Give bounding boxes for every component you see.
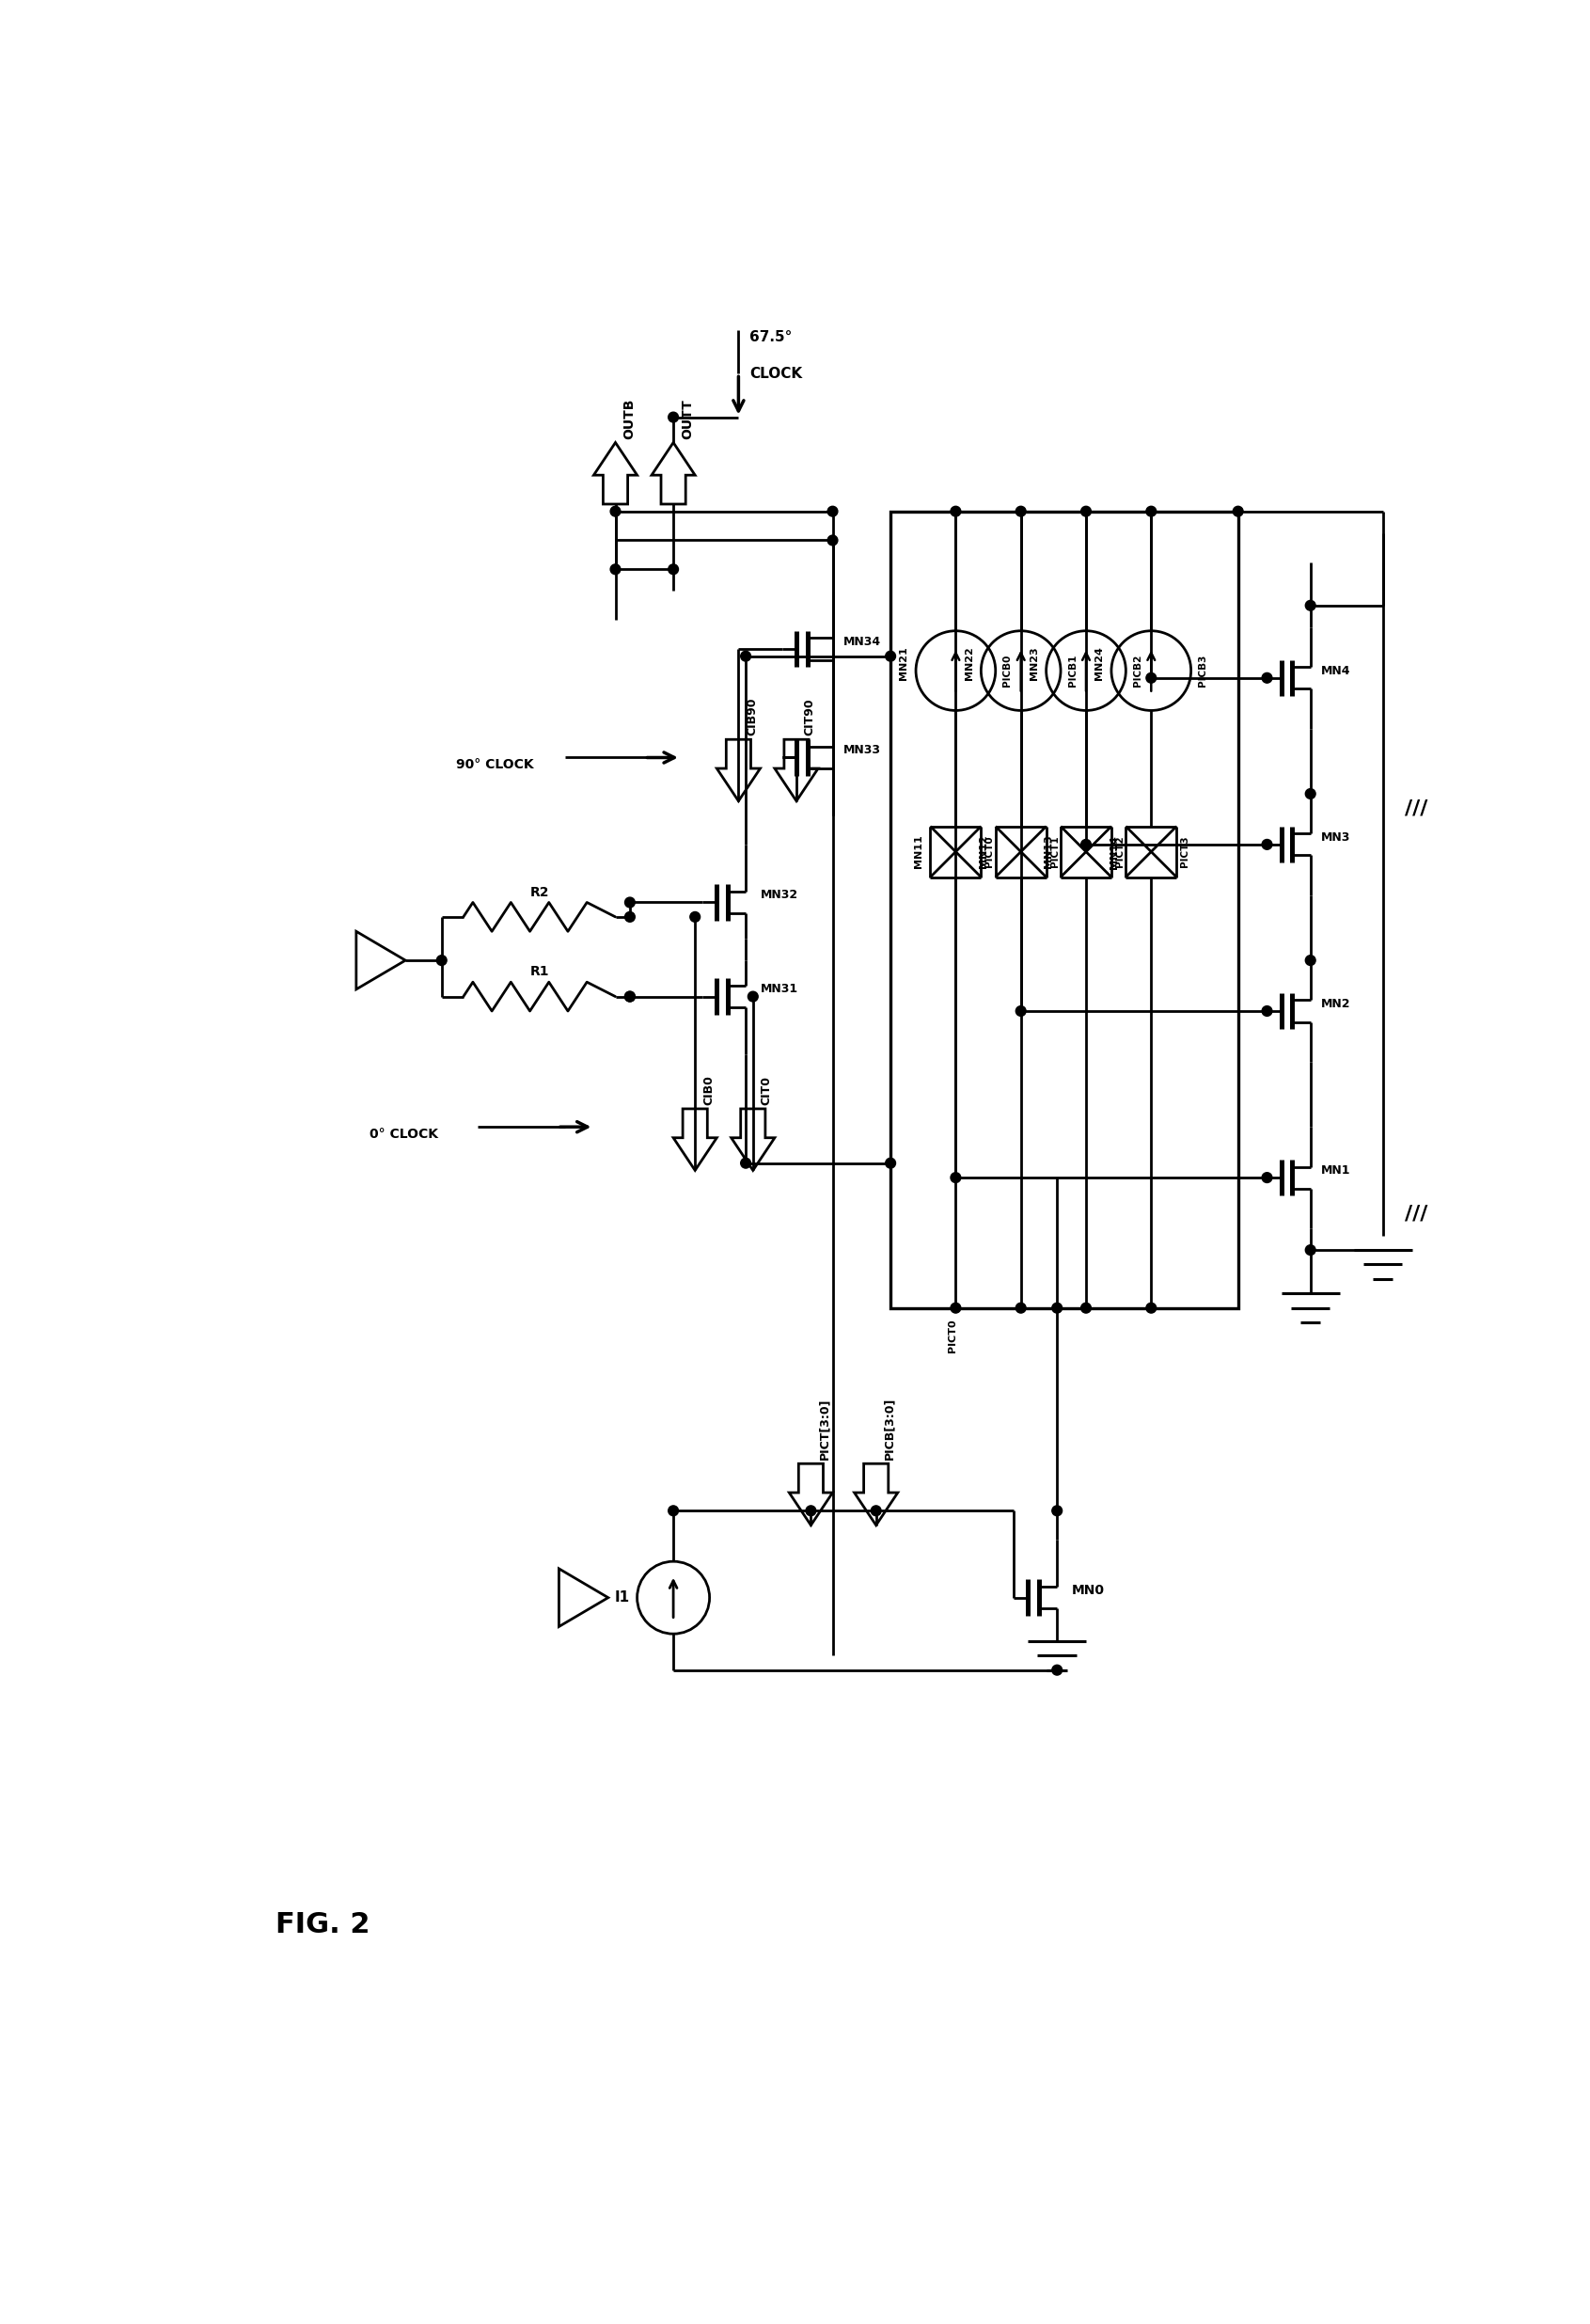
Text: MN32: MN32 [760, 890, 798, 902]
Circle shape [1053, 1304, 1062, 1313]
Circle shape [1262, 1174, 1272, 1183]
Text: MN31: MN31 [760, 983, 798, 995]
Circle shape [741, 651, 750, 662]
Circle shape [668, 411, 679, 423]
Text: MN23: MN23 [1030, 646, 1038, 681]
Circle shape [827, 507, 838, 516]
Text: MN34: MN34 [843, 634, 881, 648]
Text: FIG. 2: FIG. 2 [275, 1910, 369, 1938]
Text: MN21: MN21 [900, 646, 908, 681]
Text: I1: I1 [615, 1590, 630, 1604]
Circle shape [437, 955, 447, 964]
Circle shape [951, 1174, 960, 1183]
Circle shape [886, 1157, 895, 1169]
Circle shape [1081, 507, 1091, 516]
Text: PICT[3:0]: PICT[3:0] [819, 1399, 830, 1459]
Text: ///: /// [1404, 1204, 1428, 1222]
Circle shape [827, 535, 838, 546]
Text: CLOCK: CLOCK [749, 367, 801, 381]
Circle shape [886, 651, 895, 662]
Circle shape [1016, 507, 1026, 516]
Circle shape [1262, 839, 1272, 851]
Circle shape [1305, 788, 1315, 799]
Text: CIB90: CIB90 [746, 697, 758, 737]
Circle shape [1016, 1304, 1026, 1313]
Text: MN22: MN22 [965, 646, 973, 681]
Text: OUTB: OUTB [623, 397, 636, 439]
Text: PICB1: PICB1 [1068, 655, 1078, 688]
Circle shape [1146, 674, 1156, 683]
Text: MN0: MN0 [1072, 1585, 1105, 1597]
Circle shape [1081, 1304, 1091, 1313]
Circle shape [1053, 1664, 1062, 1676]
Circle shape [1305, 955, 1315, 964]
Circle shape [611, 507, 620, 516]
Circle shape [1053, 1506, 1062, 1515]
Circle shape [1081, 839, 1091, 851]
Text: MN11: MN11 [914, 834, 924, 869]
Circle shape [1146, 507, 1156, 516]
Circle shape [668, 1506, 679, 1515]
Text: 0° CLOCK: 0° CLOCK [369, 1127, 437, 1141]
Text: PICB0: PICB0 [1003, 655, 1013, 688]
Text: MN24: MN24 [1094, 646, 1103, 681]
Text: MN13: MN13 [1045, 834, 1054, 869]
Text: MN4: MN4 [1321, 665, 1352, 676]
Text: PICT0: PICT0 [948, 1318, 957, 1353]
Circle shape [1016, 1006, 1026, 1016]
Text: R2: R2 [529, 885, 549, 899]
Text: PICT3: PICT3 [1180, 837, 1189, 867]
Circle shape [951, 507, 960, 516]
Text: PICB[3:0]: PICB[3:0] [884, 1397, 895, 1459]
Text: 90° CLOCK: 90° CLOCK [456, 758, 534, 772]
Text: CIB0: CIB0 [703, 1076, 714, 1106]
Text: MN14: MN14 [1110, 834, 1119, 869]
Circle shape [1262, 674, 1272, 683]
Text: PICB3: PICB3 [1199, 655, 1208, 688]
Circle shape [625, 911, 634, 923]
Text: PICB2: PICB2 [1134, 655, 1143, 688]
Text: R1: R1 [529, 964, 549, 978]
Text: PICT2: PICT2 [1115, 837, 1124, 867]
Text: MN1: MN1 [1321, 1164, 1352, 1176]
Circle shape [871, 1506, 881, 1515]
Text: PICT1: PICT1 [1049, 837, 1059, 867]
Text: MN33: MN33 [843, 744, 881, 755]
Circle shape [1305, 600, 1315, 611]
Bar [890, 511, 1239, 1308]
Circle shape [668, 565, 679, 574]
Circle shape [1146, 1304, 1156, 1313]
Circle shape [625, 992, 634, 1002]
Circle shape [690, 911, 700, 923]
Circle shape [741, 1157, 750, 1169]
Circle shape [806, 1506, 816, 1515]
Circle shape [747, 992, 758, 1002]
Circle shape [951, 1304, 960, 1313]
Text: MN2: MN2 [1321, 997, 1352, 1011]
Text: PICT0: PICT0 [984, 837, 994, 867]
Circle shape [1232, 507, 1243, 516]
Circle shape [611, 565, 620, 574]
Text: MN3: MN3 [1321, 832, 1352, 844]
Text: MN12: MN12 [979, 834, 989, 869]
Text: ///: /// [1404, 799, 1428, 818]
Circle shape [1262, 1006, 1272, 1016]
Text: 67.5°: 67.5° [749, 330, 792, 344]
Text: CIT90: CIT90 [803, 700, 816, 737]
Text: OUTT: OUTT [681, 400, 693, 439]
Text: CIT0: CIT0 [760, 1076, 773, 1106]
Circle shape [625, 992, 634, 1002]
Circle shape [1305, 1246, 1315, 1255]
Circle shape [625, 897, 634, 906]
